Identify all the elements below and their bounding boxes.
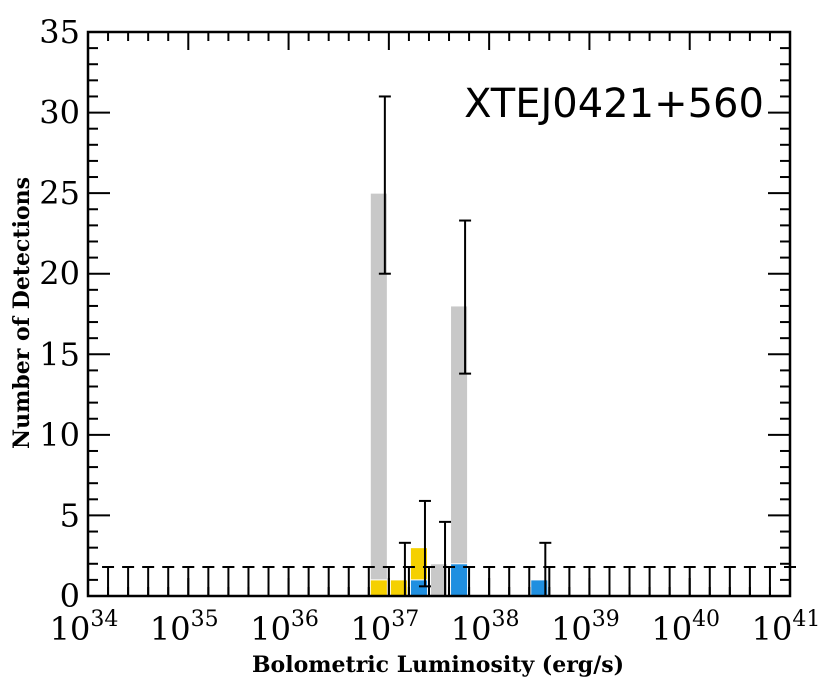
bars-layer bbox=[369, 192, 549, 597]
x-tick-label: 1037 bbox=[350, 607, 419, 648]
y-tick-label: 0 bbox=[60, 577, 80, 615]
x-tick-label: 1039 bbox=[551, 607, 620, 648]
x-tick-label: 1038 bbox=[451, 607, 520, 648]
chart-title: XTEJ0421+560 bbox=[464, 81, 764, 127]
x-tick-exponent: 37 bbox=[391, 607, 419, 632]
x-tick-base: 10 bbox=[451, 610, 492, 648]
y-tick-label: 15 bbox=[39, 335, 80, 373]
x-tick-base: 10 bbox=[50, 610, 91, 648]
blue-bar bbox=[450, 563, 469, 597]
x-tick-exponent: 35 bbox=[191, 607, 219, 632]
x-tick-exponent: 40 bbox=[692, 607, 720, 632]
y-tick-label: 30 bbox=[39, 94, 80, 132]
x-tick-exponent: 41 bbox=[792, 607, 820, 632]
x-tick-label: 1036 bbox=[250, 607, 319, 648]
x-tick-base: 10 bbox=[752, 610, 793, 648]
x-tick-exponent: 39 bbox=[592, 607, 620, 632]
x-tick-base: 10 bbox=[651, 610, 692, 648]
x-tick-base: 10 bbox=[250, 610, 291, 648]
y-tick-label: 20 bbox=[39, 255, 80, 293]
x-tick-base: 10 bbox=[350, 610, 391, 648]
x-tick-label: 1041 bbox=[752, 607, 821, 648]
x-tick-label: 1035 bbox=[150, 607, 219, 648]
y-tick-label: 35 bbox=[39, 13, 80, 51]
x-tick-label: 1040 bbox=[651, 607, 720, 648]
yellow-bar bbox=[369, 579, 388, 597]
x-tick-exponent: 38 bbox=[492, 607, 520, 632]
axis-ticks bbox=[87, 31, 791, 597]
y-tick-label: 25 bbox=[39, 174, 80, 212]
x-tick-exponent: 34 bbox=[90, 607, 118, 632]
x-tick-base: 10 bbox=[551, 610, 592, 648]
x-tick-base: 10 bbox=[150, 610, 191, 648]
plot-border bbox=[86, 30, 792, 598]
error-bars-layer bbox=[102, 95, 796, 597]
y-tick-label: 10 bbox=[39, 416, 80, 454]
plot-frame bbox=[86, 30, 792, 598]
y-tick-label: 5 bbox=[60, 496, 80, 534]
x-axis-label: Bolometric Luminosity (erg/s) bbox=[252, 652, 624, 678]
x-tick-label: 1034 bbox=[50, 607, 119, 648]
y-axis-label: Number of Detections bbox=[9, 177, 35, 449]
x-tick-exponent: 36 bbox=[291, 607, 319, 632]
